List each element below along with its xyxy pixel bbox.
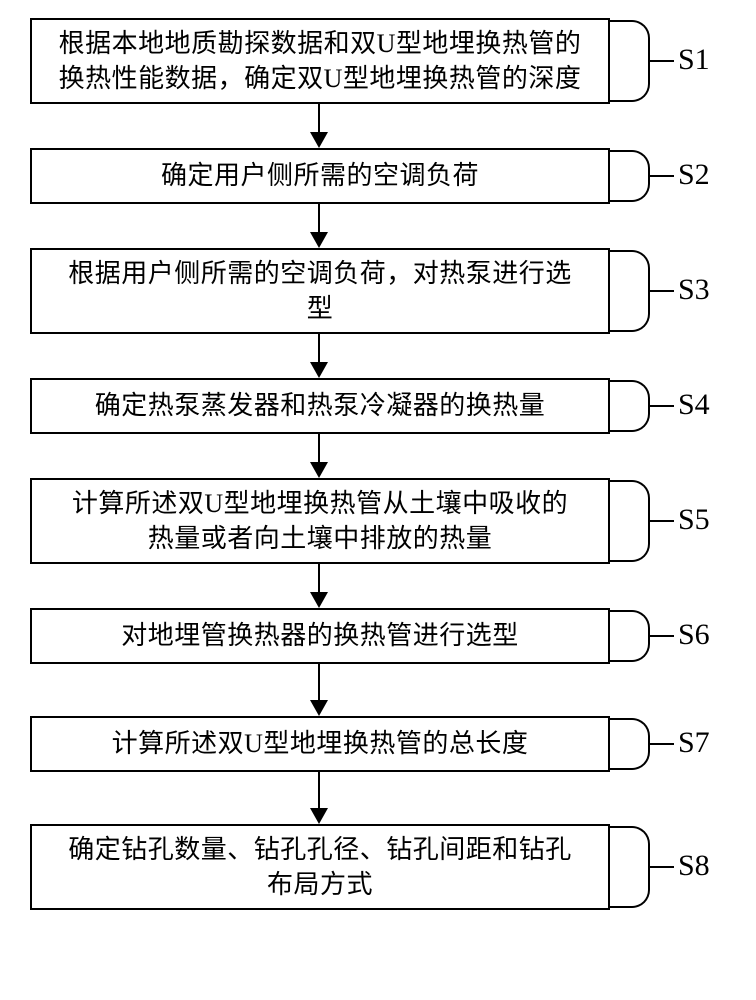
arrow-line-s4 xyxy=(318,434,320,462)
bracket-s5 xyxy=(610,480,650,562)
step-text-s8: 确定钻孔数量、钻孔孔径、钻孔间距和钻孔布局方式 xyxy=(68,832,572,902)
step-label-s1: S1 xyxy=(678,43,710,77)
step-label-s2: S2 xyxy=(678,158,710,192)
bracket-s6 xyxy=(610,610,650,662)
arrow-head-s5 xyxy=(310,592,328,608)
step-box-s3: 根据用户侧所需的空调负荷，对热泵进行选型 xyxy=(30,248,610,334)
step-text-s3: 根据用户侧所需的空调负荷，对热泵进行选型 xyxy=(68,256,572,326)
step-box-s5: 计算所述双U型地埋换热管从土壤中吸收的热量或者向土壤中排放的热量 xyxy=(30,478,610,564)
bracket-s4 xyxy=(610,380,650,432)
bracket-tail-s5 xyxy=(650,520,674,522)
bracket-s1 xyxy=(610,20,650,102)
arrow-head-s2 xyxy=(310,232,328,248)
bracket-s2 xyxy=(610,150,650,202)
arrow-head-s6 xyxy=(310,700,328,716)
bracket-tail-s6 xyxy=(650,635,674,637)
step-box-s6: 对地埋管换热器的换热管进行选型 xyxy=(30,608,610,664)
arrow-head-s3 xyxy=(310,362,328,378)
step-box-s1: 根据本地地质勘探数据和双U型地埋换热管的换热性能数据，确定双U型地埋换热管的深度 xyxy=(30,18,610,104)
step-box-s8: 确定钻孔数量、钻孔孔径、钻孔间距和钻孔布局方式 xyxy=(30,824,610,910)
bracket-s8 xyxy=(610,826,650,908)
arrow-head-s4 xyxy=(310,462,328,478)
arrow-head-s7 xyxy=(310,808,328,824)
step-text-s1: 根据本地地质勘探数据和双U型地埋换热管的换热性能数据，确定双U型地埋换热管的深度 xyxy=(59,26,582,96)
arrow-line-s5 xyxy=(318,564,320,592)
step-label-s6: S6 xyxy=(678,618,710,652)
step-text-s2: 确定用户侧所需的空调负荷 xyxy=(161,158,479,193)
bracket-s3 xyxy=(610,250,650,332)
step-label-s8: S8 xyxy=(678,849,710,883)
arrow-line-s6 xyxy=(318,664,320,700)
step-text-s7: 计算所述双U型地埋换热管的总长度 xyxy=(112,726,529,761)
bracket-tail-s2 xyxy=(650,175,674,177)
arrow-line-s1 xyxy=(318,104,320,132)
step-text-s4: 确定热泵蒸发器和热泵冷凝器的换热量 xyxy=(95,388,546,423)
bracket-tail-s4 xyxy=(650,405,674,407)
step-label-s4: S4 xyxy=(678,388,710,422)
step-label-s5: S5 xyxy=(678,503,710,537)
arrow-line-s3 xyxy=(318,334,320,362)
arrow-line-s7 xyxy=(318,772,320,808)
bracket-tail-s1 xyxy=(650,60,674,62)
bracket-tail-s7 xyxy=(650,743,674,745)
arrow-head-s1 xyxy=(310,132,328,148)
step-box-s4: 确定热泵蒸发器和热泵冷凝器的换热量 xyxy=(30,378,610,434)
step-text-s5: 计算所述双U型地埋换热管从土壤中吸收的热量或者向土壤中排放的热量 xyxy=(72,486,568,556)
bracket-tail-s3 xyxy=(650,290,674,292)
arrow-line-s2 xyxy=(318,204,320,232)
step-label-s3: S3 xyxy=(678,273,710,307)
step-box-s7: 计算所述双U型地埋换热管的总长度 xyxy=(30,716,610,772)
step-text-s6: 对地埋管换热器的换热管进行选型 xyxy=(121,618,519,653)
step-label-s7: S7 xyxy=(678,726,710,760)
bracket-tail-s8 xyxy=(650,866,674,868)
step-box-s2: 确定用户侧所需的空调负荷 xyxy=(30,148,610,204)
bracket-s7 xyxy=(610,718,650,770)
